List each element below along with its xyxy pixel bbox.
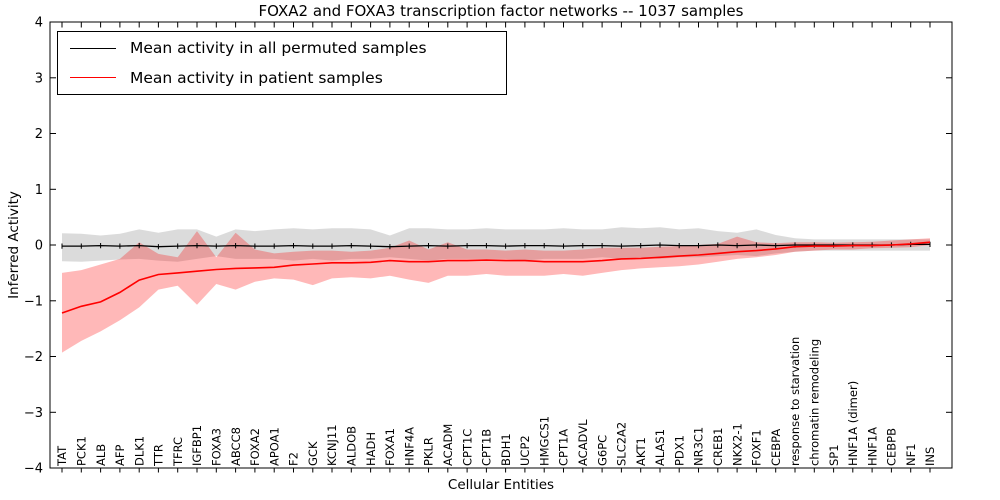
x-tick-label: TTR: [152, 444, 166, 467]
x-tick-label: CEBPB: [885, 428, 899, 466]
x-tick-label: INS: [923, 447, 937, 466]
x-tick-label: ABCC8: [229, 427, 243, 466]
x-tick-label: HADH: [364, 432, 378, 466]
permuted-line-swatch: [70, 47, 116, 49]
x-tick-label: UCP2: [518, 435, 532, 466]
x-tick-label: FOXA2: [248, 428, 262, 466]
x-tick-label: CPT1B: [480, 429, 494, 466]
patient-line-swatch: [70, 77, 116, 79]
y-tick-label: 0: [35, 239, 43, 254]
y-tick-label: −1: [24, 294, 43, 309]
x-tick-label: ALB: [94, 444, 108, 466]
y-tick-label: −2: [24, 350, 43, 365]
y-tick-label: 3: [35, 71, 43, 86]
x-tick-label: SP1: [827, 444, 841, 466]
permuted-line-markers: [61, 241, 931, 250]
x-tick-label: TFRC: [171, 437, 185, 467]
x-tick-label: FOXF1: [750, 429, 764, 466]
x-tick-label: AKT1: [634, 437, 648, 466]
y-tick-label: 2: [35, 127, 43, 142]
x-tick-label: HNF1A (dimer): [846, 381, 860, 466]
x-tick-label: ALAS1: [653, 429, 667, 466]
x-axis-label: Cellular Entities: [447, 477, 555, 493]
x-tick-label: ALDOB: [345, 426, 359, 466]
permuted-mean-line: [62, 243, 930, 248]
x-tick-label: GCK: [306, 441, 320, 466]
patient-band: [62, 231, 930, 353]
x-tick-label: DLK1: [132, 436, 146, 466]
legend-label-patient: Mean activity in patient samples: [130, 68, 383, 87]
x-tick-label: NKX2-1: [730, 423, 744, 466]
chart-title: FOXA2 and FOXA3 transcription factor net…: [258, 2, 744, 20]
y-axis-label: Inferred Activity: [6, 191, 22, 299]
x-tick-label: chromatin remodeling: [808, 339, 822, 466]
x-tick-label: NR3C1: [692, 427, 706, 466]
x-tick-label: ACADM: [441, 424, 455, 466]
x-tick-label: IGFBP1: [190, 425, 204, 466]
x-tick-label: BDH1: [499, 433, 513, 466]
x-tick-label: PDX1: [672, 435, 686, 466]
y-tick-label: 4: [35, 16, 43, 31]
x-tick-label: PCK1: [75, 436, 89, 466]
legend-entry-permuted: Mean activity in all permuted samples: [58, 35, 506, 61]
x-tick-label: APOA1: [267, 427, 281, 466]
y-tick-label: −4: [24, 462, 43, 477]
x-tick-label: SLC2A2: [615, 422, 629, 466]
x-tick-label: F2: [287, 452, 301, 466]
legend-entry-patient: Mean activity in patient samples: [58, 65, 506, 91]
x-tick-label: PKLR: [422, 437, 436, 466]
y-tick-label: 1: [35, 183, 43, 198]
x-tick-label: CEBPA: [769, 429, 783, 466]
x-tick-label: AFP: [113, 445, 127, 466]
y-tick-label: −3: [24, 406, 43, 421]
x-tick-label: CPT1A: [557, 429, 571, 466]
x-tick-label: NF1: [904, 443, 918, 466]
x-tick-label: CPT1C: [460, 429, 474, 466]
x-tick-label: HNF4A: [402, 427, 416, 466]
legend-label-permuted: Mean activity in all permuted samples: [130, 39, 427, 58]
x-tick-label: HNF1A: [865, 427, 879, 466]
x-tick-label: KCNJ11: [325, 424, 339, 466]
x-tick-label: CREB1: [711, 428, 725, 467]
x-tick-label: HMGCS1: [537, 416, 551, 466]
x-tick-label: TAT: [55, 445, 69, 467]
x-tick-label: FOXA1: [383, 428, 397, 466]
legend-box: Mean activity in all permuted samples Me…: [57, 31, 507, 95]
patient-mean-line: [61, 241, 931, 314]
x-tick-label: FOXA3: [210, 428, 224, 466]
x-tick-label: response to starvation: [788, 337, 802, 466]
x-tick-label: G6PC: [595, 435, 609, 466]
x-tick-label: ACADVL: [576, 419, 590, 466]
